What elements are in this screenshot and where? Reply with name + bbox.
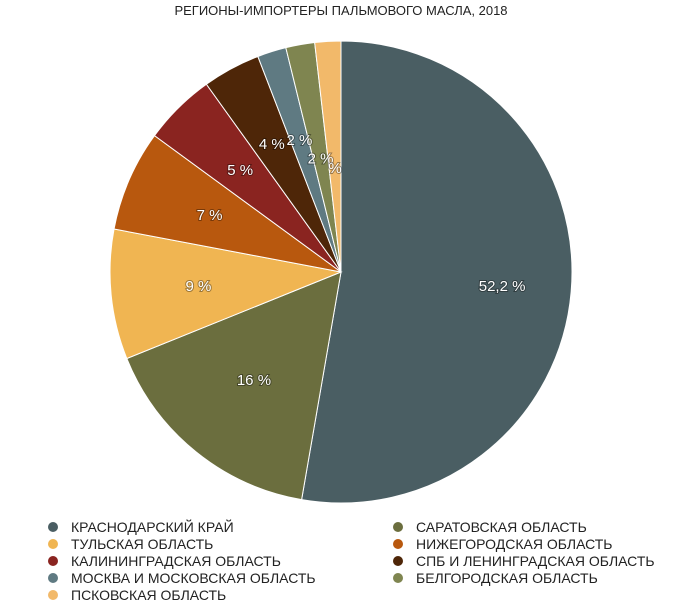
pie-slice	[126, 271, 342, 501]
legend-label: САРАТОВСКАЯ ОБЛАСТЬ	[416, 518, 587, 535]
legend-marker-icon	[48, 538, 58, 549]
legend-marker-icon	[48, 572, 58, 583]
data-label: 5 %	[227, 162, 253, 179]
pie-slice	[301, 40, 573, 504]
legend-marker-icon	[48, 589, 58, 600]
legend-label: ТУЛЬСКАЯ ОБЛАСТЬ	[71, 535, 214, 552]
legend-label: ПСКОВСКАЯ ОБЛАСТЬ	[71, 586, 227, 603]
legend-marker-icon	[393, 538, 403, 549]
legend-marker-icon	[48, 521, 58, 532]
legend-marker-icon	[393, 521, 403, 532]
legend-label: СПБ И ЛЕНИНГРАДСКАЯ ОБЛАСТЬ	[416, 552, 655, 569]
data-label: 4 %	[259, 136, 285, 153]
legend-item: КРАСНОДАРСКИЙ КРАЙ	[48, 518, 234, 535]
data-label: %	[328, 160, 341, 177]
legend-label: КРАСНОДАРСКИЙ КРАЙ	[71, 518, 234, 535]
legend-item: КАЛИНИНГРАДСКАЯ ОБЛАСТЬ	[48, 552, 281, 569]
legend-marker-icon	[393, 555, 403, 566]
legend-item: ПСКОВСКАЯ ОБЛАСТЬ	[48, 586, 226, 603]
legend-label: МОСКВА И МОСКОВСКАЯ ОБЛАСТЬ	[71, 569, 316, 586]
legend-label: КАЛИНИНГРАДСКАЯ ОБЛАСТЬ	[71, 552, 281, 569]
legend-item: САРАТОВСКАЯ ОБЛАСТЬ	[393, 518, 587, 535]
legend-item: БЕЛГОРОДСКАЯ ОБЛАСТЬ	[393, 569, 598, 586]
legend-item: МОСКВА И МОСКОВСКАЯ ОБЛАСТЬ	[48, 569, 316, 586]
data-label: 2 %	[308, 150, 334, 167]
data-label: 2 %	[286, 132, 312, 149]
pie-slice	[314, 40, 342, 273]
data-label: 16 %	[237, 372, 271, 389]
legend-item: СПБ И ЛЕНИНГРАДСКАЯ ОБЛАСТЬ	[393, 552, 655, 569]
data-label: 7 %	[197, 207, 223, 224]
chart-title: РЕГИОНЫ-ИМПОРТЕРЫ ПАЛЬМОВОГО МАСЛА, 2018	[174, 3, 508, 18]
legend-label: НИЖЕГОРОДСКАЯ ОБЛАСТЬ	[416, 535, 613, 552]
data-label: 9 %	[186, 278, 212, 295]
legend-marker-icon	[48, 555, 58, 566]
pie-chart: 52,2 %16 %9 %7 %5 %4 % 2 %2 %%	[109, 40, 573, 504]
legend-marker-icon	[393, 572, 403, 583]
pie-slice	[113, 134, 342, 273]
data-label: 52,2 %	[479, 278, 526, 295]
legend-item: ТУЛЬСКАЯ ОБЛАСТЬ	[48, 535, 213, 552]
legend-label: БЕЛГОРОДСКАЯ ОБЛАСТЬ	[416, 569, 598, 586]
legend-item: НИЖЕГОРОДСКАЯ ОБЛАСТЬ	[393, 535, 613, 552]
